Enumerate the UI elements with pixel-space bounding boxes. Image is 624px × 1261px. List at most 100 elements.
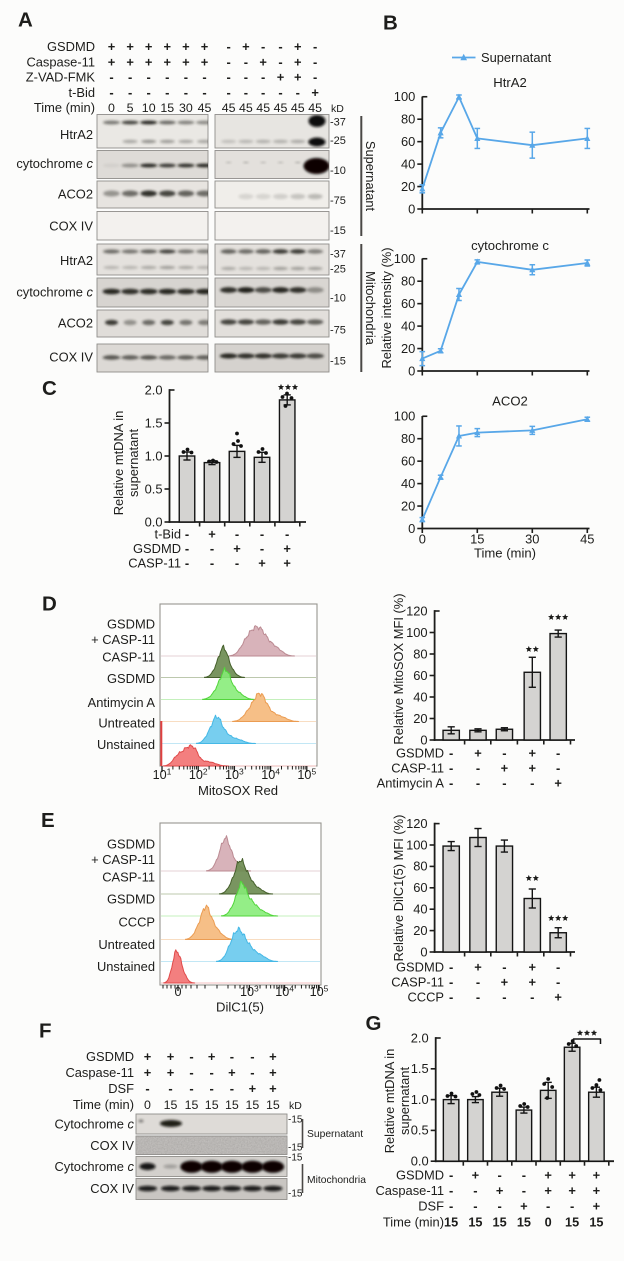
svg-text:-15: -15 — [288, 1189, 303, 1200]
svg-text:-: - — [473, 1199, 477, 1214]
svg-text:-: - — [313, 39, 317, 54]
svg-text:Untreated: Untreated — [98, 937, 155, 952]
svg-text:120: 120 — [406, 816, 428, 831]
svg-text:+: + — [501, 761, 509, 776]
svg-text:+: + — [145, 39, 153, 54]
svg-text:+: + — [145, 55, 153, 70]
svg-text:+: + — [283, 541, 291, 556]
svg-text:+: + — [496, 1183, 504, 1198]
svg-text:15: 15 — [205, 1098, 219, 1112]
svg-text:+: + — [108, 39, 116, 54]
svg-text:GSDMD: GSDMD — [107, 617, 155, 632]
svg-text:0: 0 — [545, 1216, 552, 1230]
svg-text:-: - — [189, 1049, 193, 1064]
svg-text:+ CASP-11: + CASP-11 — [91, 632, 155, 647]
svg-text:Relative intensity (%): Relative intensity (%) — [379, 247, 394, 368]
svg-text:40: 40 — [413, 902, 427, 917]
svg-text:-: - — [250, 1065, 254, 1080]
svg-text:+: + — [544, 1183, 552, 1198]
svg-text:+: + — [269, 1049, 277, 1064]
svg-text:15: 15 — [470, 532, 484, 547]
svg-text:-: - — [261, 70, 265, 85]
svg-text:-: - — [570, 1199, 574, 1214]
svg-text:0: 0 — [144, 1098, 151, 1112]
svg-text:Time (min): Time (min) — [474, 546, 536, 561]
svg-text:100: 100 — [406, 837, 428, 852]
svg-text:0: 0 — [419, 532, 426, 547]
svg-text:-: - — [476, 975, 480, 990]
svg-text:Antimycin A: Antimycin A — [377, 776, 445, 791]
svg-text:A: A — [18, 9, 33, 32]
svg-text:MitoSOX Red: MitoSOX Red — [198, 783, 278, 798]
svg-text:-: - — [522, 1183, 526, 1198]
svg-text:45: 45 — [239, 101, 253, 115]
svg-text:+: + — [259, 55, 267, 70]
svg-text:-: - — [184, 85, 188, 100]
svg-text:DilC1(5): DilC1(5) — [216, 1000, 264, 1015]
svg-text:30: 30 — [525, 532, 539, 547]
svg-text:-: - — [109, 85, 113, 100]
svg-text:-: - — [185, 527, 189, 542]
svg-text:-: - — [230, 1049, 234, 1064]
svg-text:45: 45 — [274, 101, 288, 115]
svg-text:100: 100 — [394, 409, 416, 424]
svg-text:-: - — [278, 55, 282, 70]
svg-text:+: + — [126, 39, 134, 54]
svg-text:-75: -75 — [330, 325, 346, 337]
svg-text:120: 120 — [406, 603, 428, 618]
svg-text:cytochrome c: cytochrome c — [471, 238, 549, 253]
svg-text:-: - — [260, 527, 264, 542]
svg-text:ACO2: ACO2 — [492, 394, 528, 409]
svg-text:0.5: 0.5 — [145, 481, 163, 496]
svg-text:+: + — [208, 527, 216, 542]
svg-text:+: + — [294, 55, 302, 70]
svg-text:-: - — [473, 1183, 477, 1198]
svg-text:Mitochondria: Mitochondria — [307, 1175, 366, 1186]
svg-text:HtrA2: HtrA2 — [60, 253, 93, 268]
svg-text:COX IV: COX IV — [90, 1181, 134, 1196]
svg-text:CCCP: CCCP — [407, 990, 444, 1005]
svg-text:-: - — [449, 746, 453, 761]
svg-text:supernatant: supernatant — [397, 1067, 412, 1136]
svg-text:-: - — [313, 55, 317, 70]
svg-text:Untreated: Untreated — [98, 716, 155, 731]
svg-text:-: - — [530, 990, 534, 1005]
svg-text:GSDMD: GSDMD — [396, 1168, 444, 1183]
svg-text:0: 0 — [108, 101, 115, 115]
svg-text:-: - — [202, 85, 206, 100]
svg-text:+: + — [208, 1049, 216, 1064]
svg-text:2.0: 2.0 — [145, 382, 163, 397]
svg-text:45: 45 — [291, 101, 305, 115]
svg-text:-: - — [261, 39, 265, 54]
svg-text:CASP-11: CASP-11 — [102, 870, 155, 885]
svg-text:-: - — [210, 1081, 214, 1096]
svg-text:-: - — [278, 39, 282, 54]
svg-text:-: - — [502, 746, 506, 761]
svg-text:15: 15 — [164, 1098, 178, 1112]
svg-text:80: 80 — [401, 274, 415, 289]
svg-text:+: + — [233, 541, 241, 556]
svg-text:-: - — [165, 85, 169, 100]
svg-text:-: - — [185, 541, 189, 556]
svg-text:-: - — [250, 1049, 254, 1064]
svg-text:+: + — [126, 55, 134, 70]
svg-text:+: + — [294, 39, 302, 54]
svg-text:GSDMD: GSDMD — [107, 837, 155, 852]
svg-text:20: 20 — [413, 711, 427, 726]
svg-text:-: - — [556, 960, 560, 975]
svg-text:15: 15 — [444, 1216, 458, 1230]
svg-text:-: - — [244, 70, 248, 85]
svg-text:-: - — [185, 556, 189, 571]
svg-text:-: - — [556, 746, 560, 761]
svg-text:-37: -37 — [330, 117, 346, 129]
svg-text:-: - — [449, 1199, 453, 1214]
svg-text:+: + — [593, 1199, 601, 1214]
svg-text:kD: kD — [289, 1100, 302, 1112]
svg-text:Unstained: Unstained — [97, 959, 155, 974]
svg-text:40: 40 — [401, 156, 415, 171]
svg-text:45: 45 — [580, 532, 594, 547]
svg-text:-: - — [497, 1168, 501, 1183]
svg-text:20: 20 — [401, 341, 415, 356]
svg-text:80: 80 — [413, 646, 427, 661]
svg-text:1.5: 1.5 — [145, 415, 163, 430]
